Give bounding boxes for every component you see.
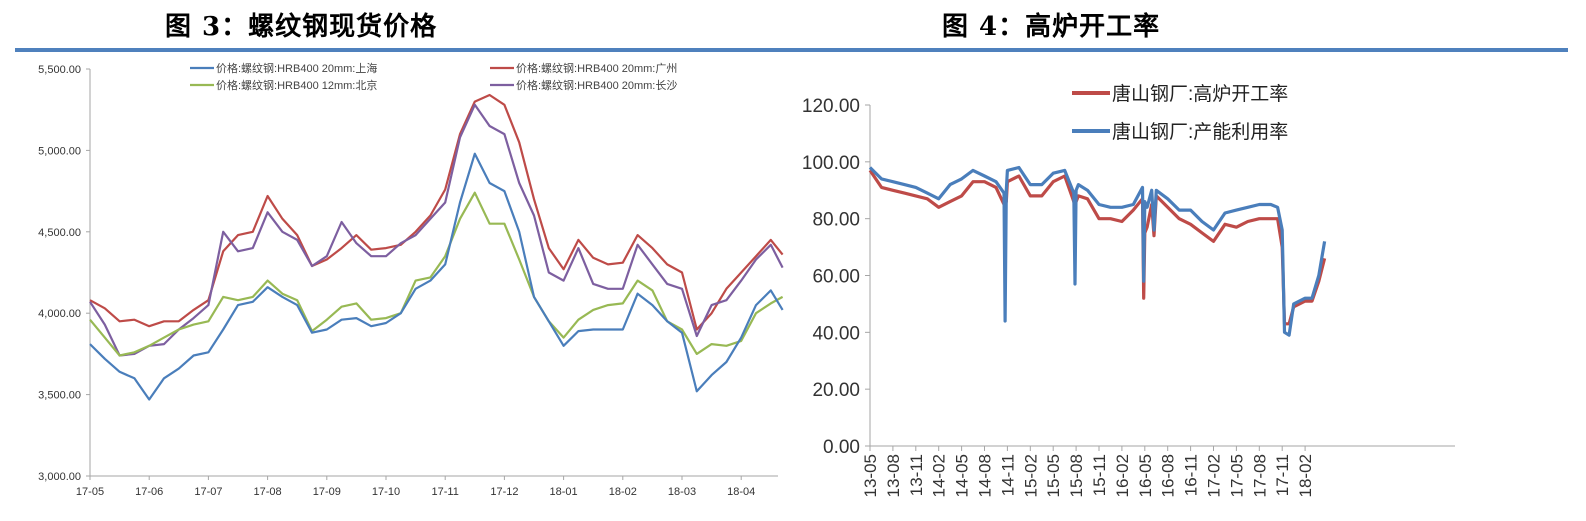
series-line — [89, 103, 784, 357]
x-tick-label: 14-11 — [998, 454, 1017, 496]
y-tick-label: 4,500.00 — [38, 227, 81, 239]
x-tick-label: 18-02 — [609, 486, 637, 498]
x-tick-label: 16-08 — [1159, 454, 1178, 497]
legend-label: 价格:螺纹钢:HRB400 20mm:广州 — [516, 61, 677, 75]
figure-4-title: 图 4：高炉开工率 — [942, 12, 1161, 42]
legend-label: 唐山钢厂:产能利用率 — [1112, 121, 1288, 143]
x-tick-label: 14-02 — [930, 454, 949, 497]
x-tick-label: 15-02 — [1021, 454, 1040, 497]
y-tick-label: 5,000.00 — [38, 145, 81, 157]
rebar-price-chart: 5,500.00 5,000.00 4,500.00 4,000.00 3,500.00… — [38, 61, 784, 498]
series-line — [868, 165, 1327, 337]
y-tick-label: 5,500.00 — [38, 64, 81, 76]
legend-label: 唐山钢厂:高炉开工率 — [1112, 83, 1288, 105]
plot-lines — [868, 165, 1327, 337]
x-tick-label: 17-08 — [254, 486, 282, 498]
y-axis: 5,500.00 5,000.00 4,500.00 4,000.00 3,500.00… — [38, 64, 91, 483]
x-tick-label: 17-08 — [1250, 454, 1269, 497]
x-tick-label: 15-05 — [1044, 454, 1063, 497]
y-tick-label: 3,000.00 — [38, 471, 81, 483]
x-tick-label: 17-05 — [1227, 454, 1246, 497]
y-tick-label: 3,500.00 — [38, 390, 81, 402]
header-divider — [15, 48, 1568, 52]
x-tick-label: 13-11 — [907, 454, 926, 496]
x-axis: 17-05 17-06 17-07 17-08 17-09 17-10 17-11 17-12… — [76, 475, 778, 498]
y-axis: 120.00 100.00 80.00 60.00 40.00 20.00 0.00 — [802, 96, 871, 458]
x-tick-label: 15-08 — [1067, 454, 1086, 497]
legend-label: 价格:螺纹钢:HRB400 20mm:上海 — [216, 61, 377, 75]
series-line — [89, 93, 784, 331]
x-tick-label: 17-07 — [194, 486, 222, 498]
x-tick-label: 13-08 — [884, 454, 903, 497]
x-tick-label: 16-05 — [1136, 454, 1155, 497]
y-tick-label: 0.00 — [823, 437, 860, 458]
x-tick-label: 18-03 — [668, 486, 696, 498]
x-tick-label: 14-08 — [976, 454, 995, 497]
y-tick-label: 4,000.00 — [38, 308, 81, 320]
x-tick-label: 18-02 — [1296, 454, 1315, 497]
x-tick-label: 17-02 — [1205, 454, 1224, 497]
x-axis: 13-05 13-08 13-11 14-02 14-05 14-08 14-11 15-02… — [861, 445, 1455, 497]
plot-lines — [89, 93, 784, 401]
legend-label: 价格:螺纹钢:HRB400 20mm:长沙 — [516, 78, 677, 92]
legend: 价格:螺纹钢:HRB400 20mm:上海价格:螺纹钢:HRB400 20mm:… — [190, 61, 677, 92]
y-tick-label: 120.00 — [802, 96, 860, 117]
legend-label: 价格:螺纹钢:HRB400 12mm:北京 — [216, 78, 377, 92]
y-tick-label: 40.00 — [812, 323, 860, 344]
x-tick-label: 18-04 — [727, 486, 755, 498]
x-tick-label: 14-05 — [953, 454, 972, 497]
series-line — [868, 169, 1327, 326]
figure-3-title: 图 3：螺纹钢现货价格 — [165, 12, 438, 42]
x-tick-label: 17-12 — [490, 486, 518, 498]
series-line — [89, 152, 784, 401]
x-tick-label: 17-11 — [432, 486, 459, 498]
y-tick-label: 80.00 — [812, 210, 860, 231]
x-tick-label: 17-06 — [135, 486, 163, 498]
x-tick-label: 16-02 — [1113, 454, 1132, 497]
x-tick-label: 17-09 — [313, 486, 341, 498]
x-tick-label: 16-11 — [1182, 454, 1201, 496]
x-tick-label: 15-11 — [1090, 454, 1109, 496]
x-tick-label: 18-01 — [550, 486, 578, 498]
x-tick-label: 17-11 — [1273, 454, 1292, 496]
y-tick-label: 20.00 — [812, 380, 860, 401]
x-tick-label: 13-05 — [861, 454, 880, 497]
y-tick-label: 100.00 — [802, 153, 860, 174]
x-tick-label: 17-10 — [372, 486, 400, 498]
x-tick-label: 17-05 — [76, 486, 104, 498]
y-tick-label: 60.00 — [812, 267, 860, 288]
